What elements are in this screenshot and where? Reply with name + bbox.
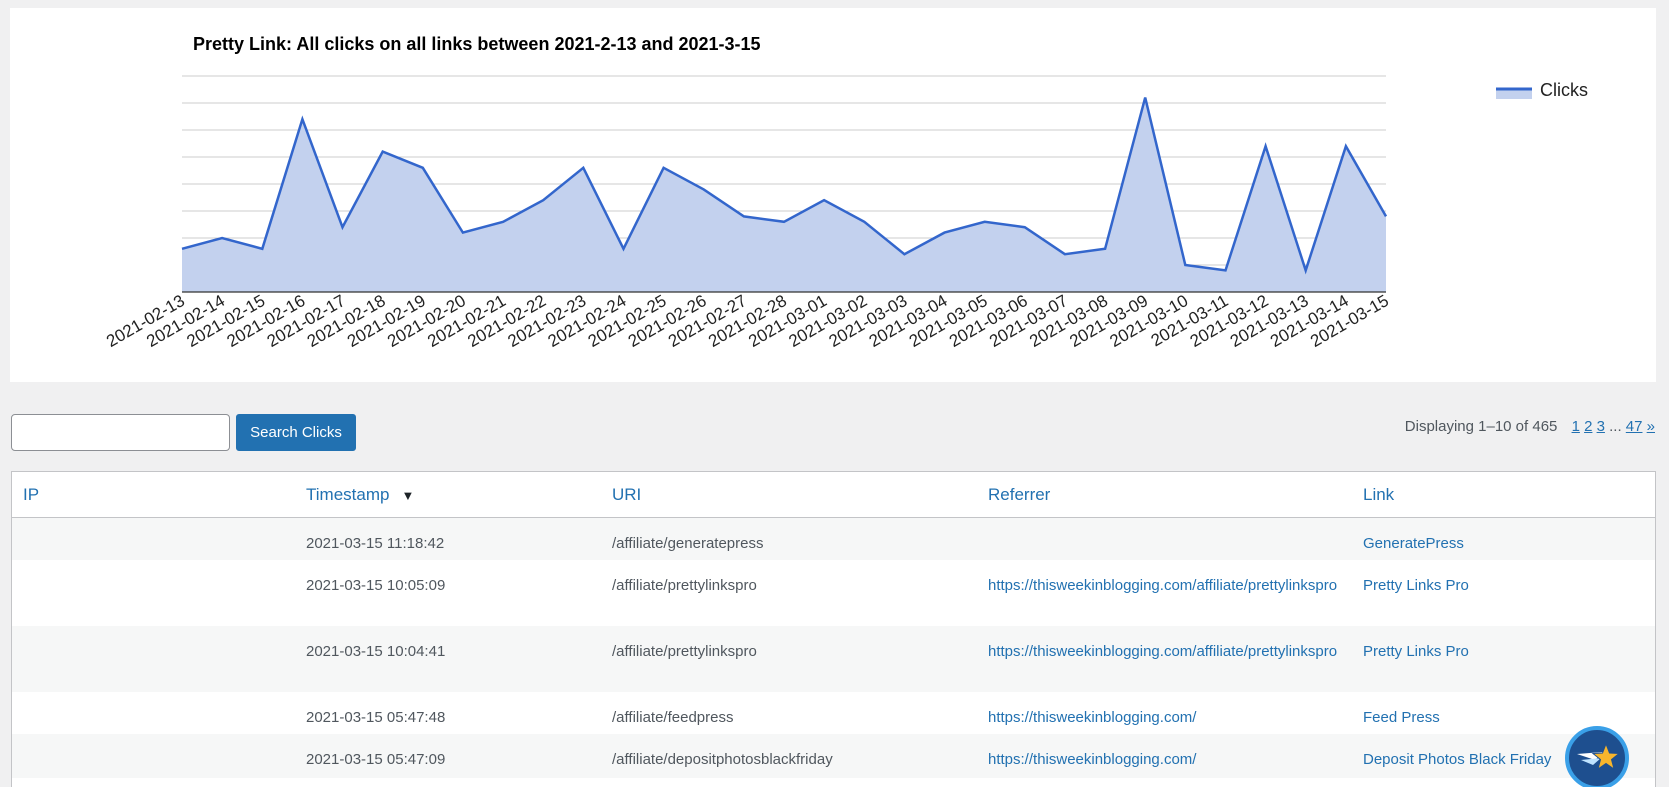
cell-referrer[interactable] bbox=[977, 518, 1352, 532]
cell-referrer[interactable]: https://thisweekinblogging.com/ bbox=[988, 709, 1197, 726]
search-clicks-button[interactable]: Search Clicks bbox=[236, 414, 356, 451]
help-badge[interactable] bbox=[1565, 726, 1629, 787]
column-header-referrer[interactable]: Referrer bbox=[988, 484, 1051, 504]
pagination: Displaying 1–10 of 465 1 2 3 ... 47 » bbox=[1405, 418, 1655, 435]
legend-label: Clicks bbox=[1540, 80, 1588, 100]
cell-timestamp: 2021-03-15 11:18:42 bbox=[306, 535, 445, 552]
column-header-ip[interactable]: IP bbox=[23, 484, 40, 504]
cell-ip bbox=[12, 518, 295, 532]
table-row: 2021-03-15 05:47:48 /affiliate/feedpress… bbox=[12, 692, 1655, 734]
cell-referrer[interactable]: https://thisweekinblogging.com/ bbox=[988, 751, 1197, 768]
star-plane-icon bbox=[1577, 742, 1621, 771]
clicks-chart: Pretty Link: All clicks on all links bet… bbox=[103, 34, 1588, 351]
column-header-uri[interactable]: URI bbox=[612, 484, 642, 504]
page-link-1[interactable]: 1 bbox=[1571, 418, 1580, 435]
cell-uri: /affiliate/prettylinkspro bbox=[612, 577, 757, 594]
page-link-last[interactable]: 47 bbox=[1625, 418, 1643, 435]
cell-link[interactable]: GeneratePress bbox=[1363, 535, 1464, 552]
column-header-timestamp[interactable]: Timestamp ▼ bbox=[295, 485, 601, 505]
cell-ip bbox=[12, 560, 295, 574]
cell-timestamp: 2021-03-15 10:04:41 bbox=[306, 643, 446, 660]
cell-timestamp: 2021-03-15 05:47:48 bbox=[306, 709, 446, 726]
cell-link[interactable]: Deposit Photos Black Friday bbox=[1363, 751, 1552, 768]
page-link-next[interactable]: » bbox=[1646, 418, 1655, 435]
cell-timestamp: 2021-03-15 10:05:09 bbox=[306, 577, 446, 594]
cell-timestamp: 2021-03-15 05:47:09 bbox=[306, 751, 446, 768]
table-row: 2021-03-15 11:18:42 /affiliate/generatep… bbox=[12, 518, 1655, 560]
sort-desc-icon: ▼ bbox=[401, 487, 415, 503]
chart-title: Pretty Link: All clicks on all links bet… bbox=[193, 34, 761, 54]
cell-ip bbox=[12, 734, 295, 748]
cell-link[interactable]: Feed Press bbox=[1363, 709, 1440, 726]
column-header-timestamp-label: Timestamp bbox=[306, 484, 390, 504]
table-row: 2021-03-15 05:47:09 /affiliate/depositph… bbox=[12, 734, 1655, 778]
legend-swatch bbox=[1496, 88, 1532, 99]
cell-uri: /affiliate/prettylinkspro bbox=[612, 643, 757, 660]
chart-legend: Clicks bbox=[1496, 80, 1588, 100]
table-row: 2021-03-15 10:05:09 /affiliate/prettylin… bbox=[12, 560, 1655, 626]
cell-ip bbox=[12, 692, 295, 706]
cell-link[interactable]: Pretty Links Pro bbox=[1363, 643, 1469, 660]
pagination-ellipsis: ... bbox=[1609, 418, 1622, 435]
page-link-2[interactable]: 2 bbox=[1584, 418, 1593, 435]
cell-uri: /affiliate/feedpress bbox=[612, 709, 734, 726]
table-row: 2021-03-15 10:04:41 /affiliate/prettylin… bbox=[12, 626, 1655, 692]
page-link-3[interactable]: 3 bbox=[1596, 418, 1605, 435]
x-tick-labels: 2021-02-132021-02-142021-02-152021-02-16… bbox=[103, 291, 1392, 351]
column-header-link[interactable]: Link bbox=[1363, 484, 1395, 504]
cell-uri: /affiliate/depositphotosblackfriday bbox=[612, 751, 833, 768]
search-input[interactable] bbox=[11, 414, 230, 451]
cell-ip bbox=[12, 626, 295, 640]
chart-panel: Pretty Link: All clicks on all links bet… bbox=[10, 8, 1656, 382]
cell-uri: /affiliate/generatepress bbox=[612, 535, 764, 552]
cell-link[interactable]: Pretty Links Pro bbox=[1363, 577, 1469, 594]
clicks-area bbox=[182, 97, 1386, 292]
cell-referrer[interactable]: https://thisweekinblogging.com/affiliate… bbox=[988, 643, 1338, 660]
clicks-line bbox=[181, 97, 1388, 275]
table-header: IP Timestamp ▼ URI Referrer Link bbox=[12, 472, 1655, 518]
pagination-summary: Displaying 1–10 of 465 bbox=[1404, 418, 1558, 435]
cell-referrer[interactable]: https://thisweekinblogging.com/affiliate… bbox=[988, 577, 1338, 594]
clicks-table: IP Timestamp ▼ URI Referrer Link 2021-03-… bbox=[11, 471, 1656, 787]
